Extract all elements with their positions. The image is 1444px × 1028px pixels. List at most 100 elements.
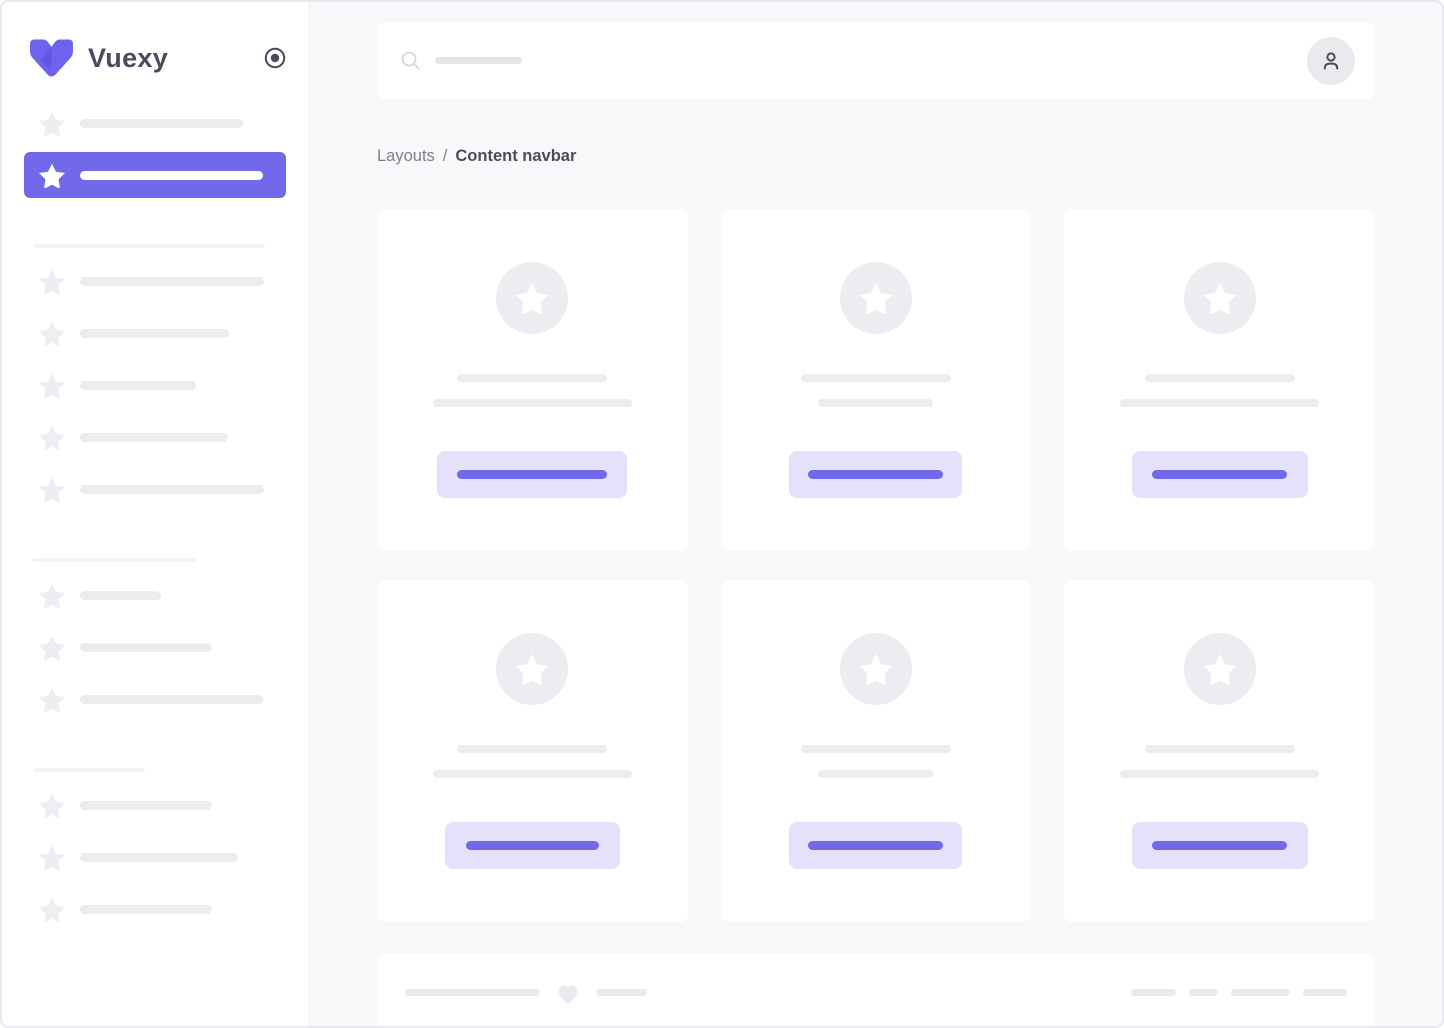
sidebar-item[interactable] [24,100,286,146]
star-icon [39,634,65,660]
placeholder-card [720,580,1032,922]
star-icon [1202,282,1237,314]
breadcrumb-parent-link[interactable]: Layouts [377,147,435,165]
sidebar-item[interactable] [24,676,286,722]
sidebar-item[interactable] [24,258,286,304]
card-avatar-circle [1183,633,1256,705]
menu-label-placeholder [80,800,212,810]
menu-label-placeholder [80,484,264,494]
app-title: Vuexy [88,42,169,73]
card-text-placeholder [800,374,951,382]
search-icon [401,51,420,70]
star-icon [39,424,65,450]
footer-text-placeholder [405,989,540,996]
card-text-placeholder [818,770,934,778]
star-icon [39,686,65,712]
card-text-placeholder [432,770,632,778]
card-action-button[interactable] [1131,822,1308,869]
menu-pin-toggle[interactable] [263,46,287,70]
star-icon [1202,653,1237,685]
sidebar-item[interactable] [24,782,286,828]
breadcrumb: Layouts / Content navbar [377,147,1375,166]
card-text-placeholder [1144,374,1295,382]
footer [377,954,1375,1026]
button-label-placeholder [808,470,944,479]
star-icon [859,653,893,685]
sidebar-item[interactable] [24,886,286,932]
sidebar-item[interactable] [24,572,286,618]
card-action-button[interactable] [1131,451,1308,498]
sidebar-item[interactable] [24,834,286,880]
footer-text-placeholder [1189,989,1218,996]
menu-label-placeholder [80,380,196,390]
menu-label-placeholder [80,276,264,286]
star-icon [39,897,65,922]
star-icon [39,477,65,502]
card-action-button[interactable] [437,451,628,498]
button-label-placeholder [465,841,599,850]
star-icon [39,321,65,346]
search-input[interactable] [400,50,1307,71]
sidebar-item[interactable] [24,624,286,670]
footer-right [1131,989,1347,996]
star-icon [39,269,65,294]
card-avatar-circle [496,262,569,334]
user-avatar-button[interactable] [1307,36,1355,85]
card-text-placeholder [1120,770,1320,778]
sidebar-item[interactable] [24,466,286,512]
card-action-button[interactable] [789,822,963,869]
search-placeholder-bar [435,57,522,64]
card-action-button[interactable] [444,822,620,869]
button-label-placeholder [1152,841,1288,850]
card-text-placeholder [457,745,608,753]
menu-label-placeholder [80,904,212,914]
sidebar-menu [2,78,309,932]
placeholder-card [1064,580,1375,922]
star-icon [39,792,65,818]
sidebar-header: Vuexy [28,38,287,78]
sidebar-item[interactable] [24,362,286,408]
star-icon [39,582,65,608]
button-label-placeholder [1152,470,1288,479]
sidebar-item[interactable] [24,414,286,460]
star-icon [515,282,550,314]
breadcrumb-current: Content navbar [455,147,577,165]
footer-text-placeholder [1131,989,1176,996]
star-icon [39,896,65,922]
star-icon [39,425,65,450]
star-icon [39,583,65,608]
card-text-placeholder [432,399,632,407]
card-text-placeholder [800,745,951,753]
heart-icon [554,980,582,1006]
star-icon [39,372,65,398]
star-icon [859,282,893,314]
card-action-button[interactable] [789,451,963,498]
card-text-placeholder [818,399,934,407]
card-text-placeholder [457,374,608,382]
button-label-placeholder [808,841,944,850]
star-icon [39,268,65,294]
card-avatar-circle [1183,262,1256,334]
footer-left [405,980,647,1006]
button-label-placeholder [457,470,608,479]
footer-text-placeholder [1231,989,1290,996]
star-icon [515,653,550,685]
menu-label-placeholder [80,590,161,600]
radio-circle-icon [264,47,286,69]
menu-label-placeholder [80,118,243,128]
person-icon [1323,51,1339,69]
sidebar-item[interactable] [24,310,286,356]
sidebar-section-divider [33,768,145,772]
star-icon [39,476,65,502]
vuexy-v-icon [30,39,73,77]
star-icon [39,845,65,870]
menu-label-placeholder [80,642,212,652]
sidebar-item-active[interactable] [24,152,286,198]
star-icon [39,111,65,136]
top-navbar [377,22,1375,99]
star-icon [39,110,65,136]
menu-label-placeholder [80,170,263,180]
menu-label-placeholder [80,432,228,442]
sidebar: Vuexy [2,2,310,1026]
footer-text-placeholder [596,989,647,996]
